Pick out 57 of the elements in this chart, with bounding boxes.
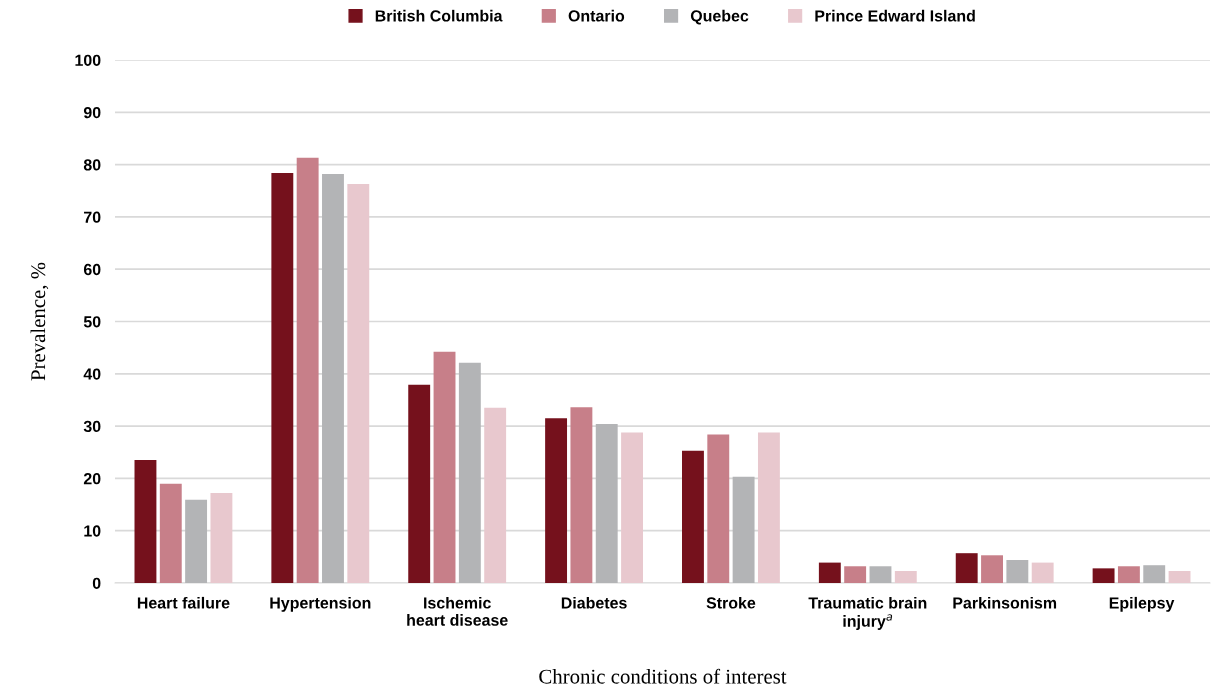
y-tick-label: 20 [83,473,101,485]
bar [621,432,643,583]
bar [844,566,867,583]
x-tick-label: Parkinsonism [953,596,1057,609]
x-tick-label: Epilepsy [1109,596,1175,612]
y-tick-label: 90 [83,106,101,119]
bar [433,351,456,583]
bar [707,434,730,583]
bar [322,174,344,583]
bar [271,172,294,583]
bar [869,566,892,583]
bar [134,460,157,583]
x-tick-label: Stroke [706,596,756,609]
y-tick-label: 80 [83,159,101,171]
x-tick-label: Hypertension [270,596,371,612]
bar [1006,559,1029,583]
legend-label: Prince Edward Island [815,9,975,22]
x-tick-label: Ischemic heart disease [407,596,508,626]
bar [818,562,841,583]
bar [210,493,233,583]
bar [347,183,370,583]
y-tick-label: 0 [92,577,101,589]
bar [1117,566,1140,583]
x-tick-label: Diabetes [561,596,627,609]
bar [757,432,780,583]
y-tick-label: 100 [75,54,101,66]
y-tick-label: 60 [83,263,101,276]
y-axis-title: Prevalence, % [30,262,49,381]
bar [1092,568,1115,583]
bar [732,476,755,583]
bar [296,157,319,583]
bar [894,570,917,583]
bar [545,418,568,583]
legend-label: Ontario [568,9,625,22]
x-tick-label: Traumatic brain injury$^{a}$ [808,596,927,630]
bar [955,553,978,583]
bar [1168,570,1191,583]
y-tick-label: 30 [83,420,101,433]
bar [981,555,1003,583]
bar [1031,562,1054,583]
legend-label: British Columbia [375,9,503,22]
bar [484,407,507,583]
bar [682,450,704,583]
bar [159,483,182,583]
y-tick-label: 10 [84,525,101,537]
bar [570,407,593,583]
bar [1143,565,1166,583]
legend-label: Quebec [690,9,749,25]
y-tick-label: 70 [84,211,101,223]
bar [185,499,208,583]
bar [408,384,431,583]
bar [458,362,481,583]
y-tick-label: 40 [83,368,101,380]
y-tick-label: 50 [83,316,101,328]
x-axis-title: Chronic conditions of interest [539,668,787,684]
x-tick-label: Heart failure [137,596,230,609]
bar [595,424,618,583]
